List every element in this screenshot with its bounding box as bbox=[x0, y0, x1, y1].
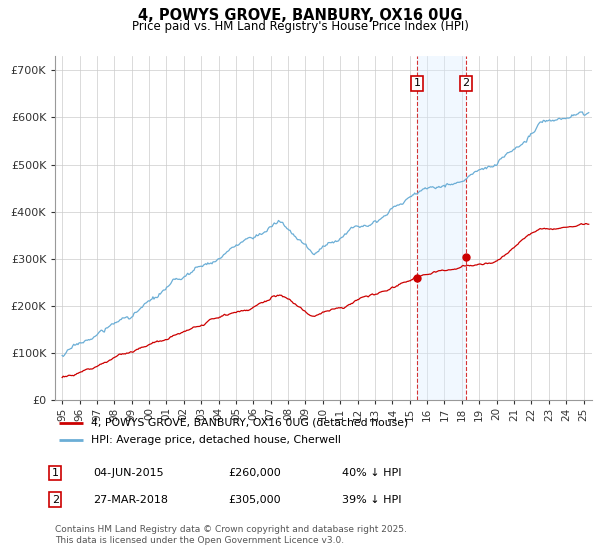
Text: HPI: Average price, detached house, Cherwell: HPI: Average price, detached house, Cher… bbox=[91, 435, 341, 445]
Text: 4, POWYS GROVE, BANBURY, OX16 0UG (detached house): 4, POWYS GROVE, BANBURY, OX16 0UG (detac… bbox=[91, 418, 409, 428]
Text: 1: 1 bbox=[52, 468, 59, 478]
Text: £260,000: £260,000 bbox=[228, 468, 281, 478]
Text: Contains HM Land Registry data © Crown copyright and database right 2025.
This d: Contains HM Land Registry data © Crown c… bbox=[55, 525, 407, 545]
Text: 1: 1 bbox=[413, 78, 421, 88]
Text: 04-JUN-2015: 04-JUN-2015 bbox=[93, 468, 164, 478]
Text: 39% ↓ HPI: 39% ↓ HPI bbox=[342, 494, 401, 505]
Text: 2: 2 bbox=[462, 78, 469, 88]
Text: 40% ↓ HPI: 40% ↓ HPI bbox=[342, 468, 401, 478]
Text: 27-MAR-2018: 27-MAR-2018 bbox=[93, 494, 168, 505]
Text: Price paid vs. HM Land Registry's House Price Index (HPI): Price paid vs. HM Land Registry's House … bbox=[131, 20, 469, 32]
Bar bbox=[417, 56, 466, 400]
Text: 2: 2 bbox=[52, 494, 59, 505]
Text: 4, POWYS GROVE, BANBURY, OX16 0UG: 4, POWYS GROVE, BANBURY, OX16 0UG bbox=[138, 8, 462, 24]
Text: £305,000: £305,000 bbox=[228, 494, 281, 505]
